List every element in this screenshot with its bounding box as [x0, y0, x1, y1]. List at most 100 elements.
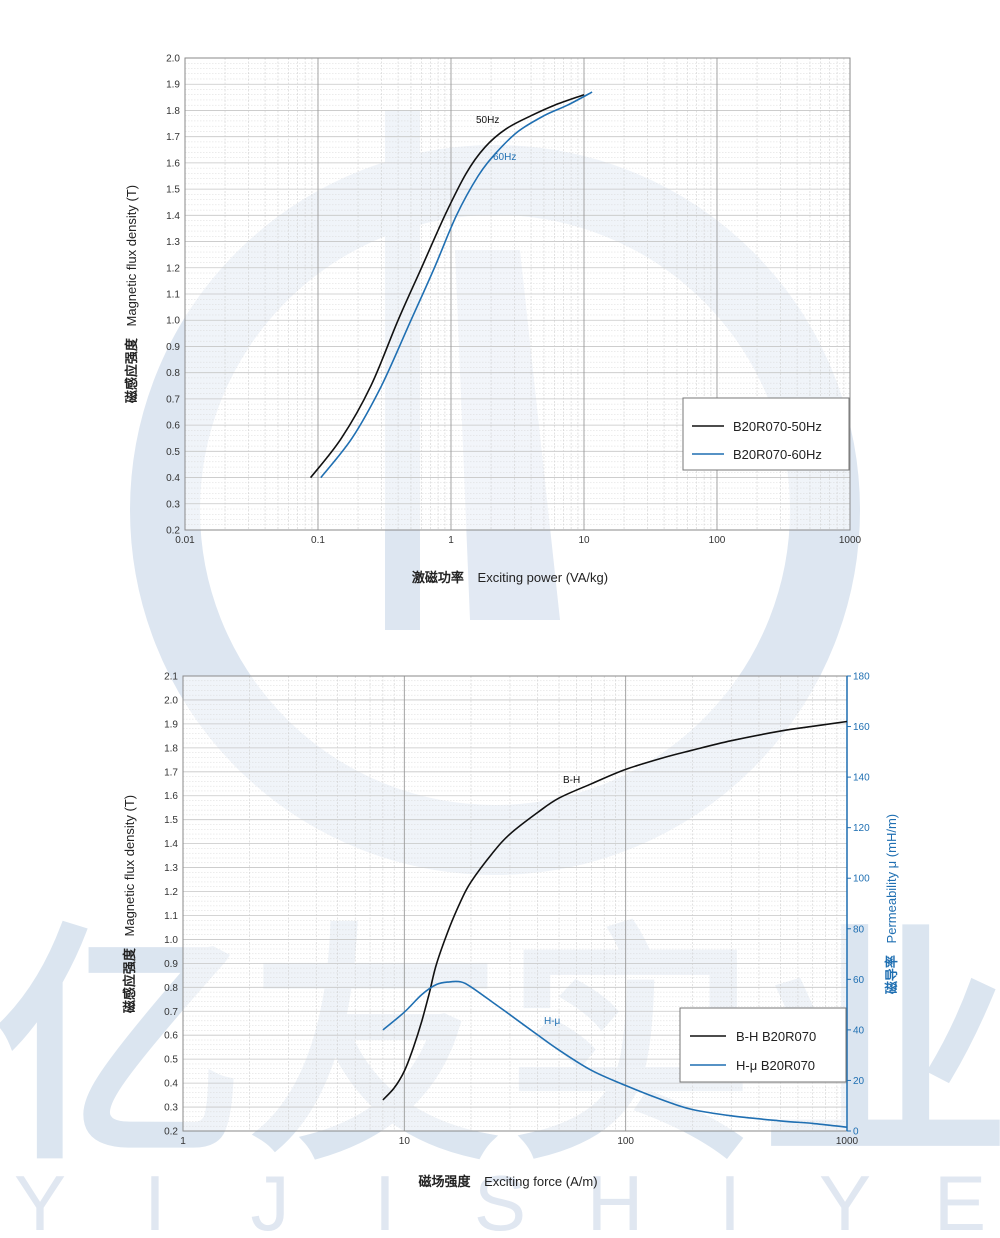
watermark-letter: I	[719, 1159, 741, 1238]
right-tick-label: 140	[853, 773, 870, 784]
y-tick-label: 0.3	[166, 499, 180, 510]
legend: B20R070-50Hz B20R070-60Hz	[682, 397, 850, 471]
y-tick-label: 1.5	[164, 815, 178, 826]
y-tick-label: 0.8	[164, 983, 178, 994]
x-tick-label: 100	[617, 1136, 634, 1147]
note-hmu: H-μ	[544, 1016, 561, 1027]
svg-text:磁感应强度 Magnetic flux dens: 磁感应强度 Magnetic flux density (T)	[122, 795, 137, 1013]
note-60hz: 60Hz	[493, 152, 516, 163]
legend-box	[679, 1007, 847, 1083]
y-tick-label: 1.6	[164, 791, 178, 802]
y-tick-label: 2.1	[164, 672, 178, 683]
y-tick-label: 0.9	[164, 959, 178, 970]
x-axis-title: 磁场强度 Exciting force (A/m)	[418, 1174, 597, 1189]
y-tick-label: 0.2	[164, 1127, 178, 1138]
series-line-1	[320, 91, 593, 479]
x-tick-label: 10	[399, 1136, 411, 1147]
watermark-letter: Y	[14, 1159, 66, 1238]
y-axis-title-cn: 磁感应强度	[122, 947, 137, 1013]
right-tick-label: 80	[853, 924, 865, 935]
y-tick-label: 1.6	[166, 158, 180, 169]
right-tick-label: 0	[853, 1127, 859, 1138]
right-tick-label: 40	[853, 1025, 865, 1036]
y-axis-title: 磁感应强度 Magnetic flux density (T)	[124, 185, 139, 403]
x-tick-label: 1	[180, 1136, 186, 1147]
y-tick-label: 0.4	[166, 473, 180, 484]
series-line-0	[382, 720, 848, 1101]
y-tick-label: 1.1	[164, 911, 178, 922]
series-line-1	[382, 980, 848, 1128]
x-tick-label: 0.1	[311, 535, 325, 546]
x-axis-title-en: Exciting force (A/m)	[484, 1174, 597, 1189]
x-tick-label: 0.01	[175, 535, 195, 546]
legend: B-H B20R070 H-μ B20R070	[679, 1007, 847, 1083]
exciting-force-chart: 1 10 100 1000 0.20.30.40.50.60.70.80.91.01.…	[122, 672, 899, 1190]
y-axis-title-en: Magnetic flux density (T)	[122, 795, 137, 937]
y-tick-label: 1.1	[166, 290, 180, 301]
y-tick-label: 1.3	[164, 863, 178, 874]
y2-axis-title-cn: 磁导率	[884, 955, 899, 994]
y-tick-label: 0.3	[164, 1103, 178, 1114]
y-tick-label: 1.0	[166, 316, 180, 327]
y-tick-label: 1.7	[164, 767, 178, 778]
y-tick-label: 1.4	[166, 211, 180, 222]
y2-axis-title: 磁导率 Permeability μ (mH/m)	[884, 814, 899, 994]
legend-label-50hz: B20R070-50Hz	[733, 419, 822, 434]
note-bh: B-H	[563, 775, 580, 786]
y-tick-label: 0.5	[164, 1055, 178, 1066]
y-tick-label: 1.3	[166, 237, 180, 248]
x-axis-title-cn: 激磁功率	[412, 570, 464, 585]
x-tick-label: 1	[448, 535, 454, 546]
y-tick-label: 1.9	[166, 80, 180, 91]
y-tick-label: 1.8	[164, 743, 178, 754]
right-tick-label: 120	[853, 823, 870, 834]
right-tick-label: 60	[853, 975, 865, 986]
y2-axis-title-en: Permeability μ (mH/m)	[884, 814, 899, 944]
y-tick-label: 0.7	[164, 1007, 178, 1018]
y-tick-label: 0.9	[166, 342, 180, 353]
y-tick-labels: 0.2 0.3 0.4 0.5 0.6 0.7 0.8 0.9 1.0 1.1 1.2 1.3 1.4 1…	[164, 672, 178, 1138]
svg-text:磁导率 Permeability μ (mH/: 磁导率 Permeability μ (mH/m)	[884, 814, 899, 994]
watermark-letter: I	[374, 1159, 396, 1238]
y-axis-title-cn: 磁感应强度	[124, 337, 139, 403]
y-tick-label: 2.0	[166, 54, 180, 65]
legend-label-hmu: H-μ B20R070	[736, 1058, 815, 1073]
x-tick-label: 1000	[839, 535, 862, 546]
y-tick-labels: 0.2 0.3 0.4 0.5 0.6 0.7 0.8 0.9 1.0 1.1 1.2 1.3 1.4 1…	[166, 54, 180, 537]
y-tick-label: 1.4	[164, 839, 178, 850]
y-axis-title-en: Magnetic flux density (T)	[124, 185, 139, 327]
watermark-letter: Y	[819, 1159, 871, 1238]
plot-frame	[184, 57, 851, 531]
y-tick-label: 2.0	[164, 695, 178, 706]
y-axis-title: 磁感应强度 Magnetic flux density (T)	[122, 795, 137, 1013]
x-tick-label: 100	[709, 535, 726, 546]
watermark-letter: J	[251, 1159, 290, 1238]
legend-label-60hz: B20R070-60Hz	[733, 447, 822, 462]
x-tick-label: 1000	[836, 1136, 859, 1147]
y-tick-label: 1.9	[164, 719, 178, 730]
y-tick-label: 1.2	[164, 887, 178, 898]
y-tick-label: 1.0	[164, 935, 178, 946]
watermark-letter: H	[587, 1159, 643, 1238]
y-tick-label: 0.2	[166, 526, 180, 537]
y-tick-label: 0.6	[164, 1031, 178, 1042]
y-tick-label: 1.2	[166, 263, 180, 274]
y-tick-label: 0.4	[164, 1079, 178, 1090]
x-axis-title: 激磁功率 Exciting power (VA/kg)	[412, 570, 608, 585]
x-tick-labels: 1 10 100 1000	[180, 1136, 858, 1147]
right-tick-labels: 0 20 40 60 80 100 120 140 160 180	[847, 672, 870, 1138]
y-tick-label: 1.7	[166, 132, 180, 143]
x-tick-labels: 0.01 0.1 1 10 100 1000	[175, 535, 861, 546]
x-axis-title-cn: 磁场强度	[418, 1174, 471, 1189]
x-axis-title-en: Exciting power (VA/kg)	[478, 570, 609, 585]
right-tick-label: 100	[853, 874, 870, 885]
right-tick-label: 20	[853, 1076, 865, 1087]
y-tick-label: 0.7	[166, 394, 180, 405]
watermark-letters: Y I J I S H I Y E	[14, 1159, 986, 1238]
note-50hz: 50Hz	[476, 115, 499, 126]
y-tick-label: 1.8	[166, 106, 180, 117]
watermark-letter: I	[144, 1159, 166, 1238]
right-tick-label: 160	[853, 722, 870, 733]
right-tick-label: 180	[853, 672, 870, 683]
watermark-letter: E	[934, 1159, 986, 1238]
